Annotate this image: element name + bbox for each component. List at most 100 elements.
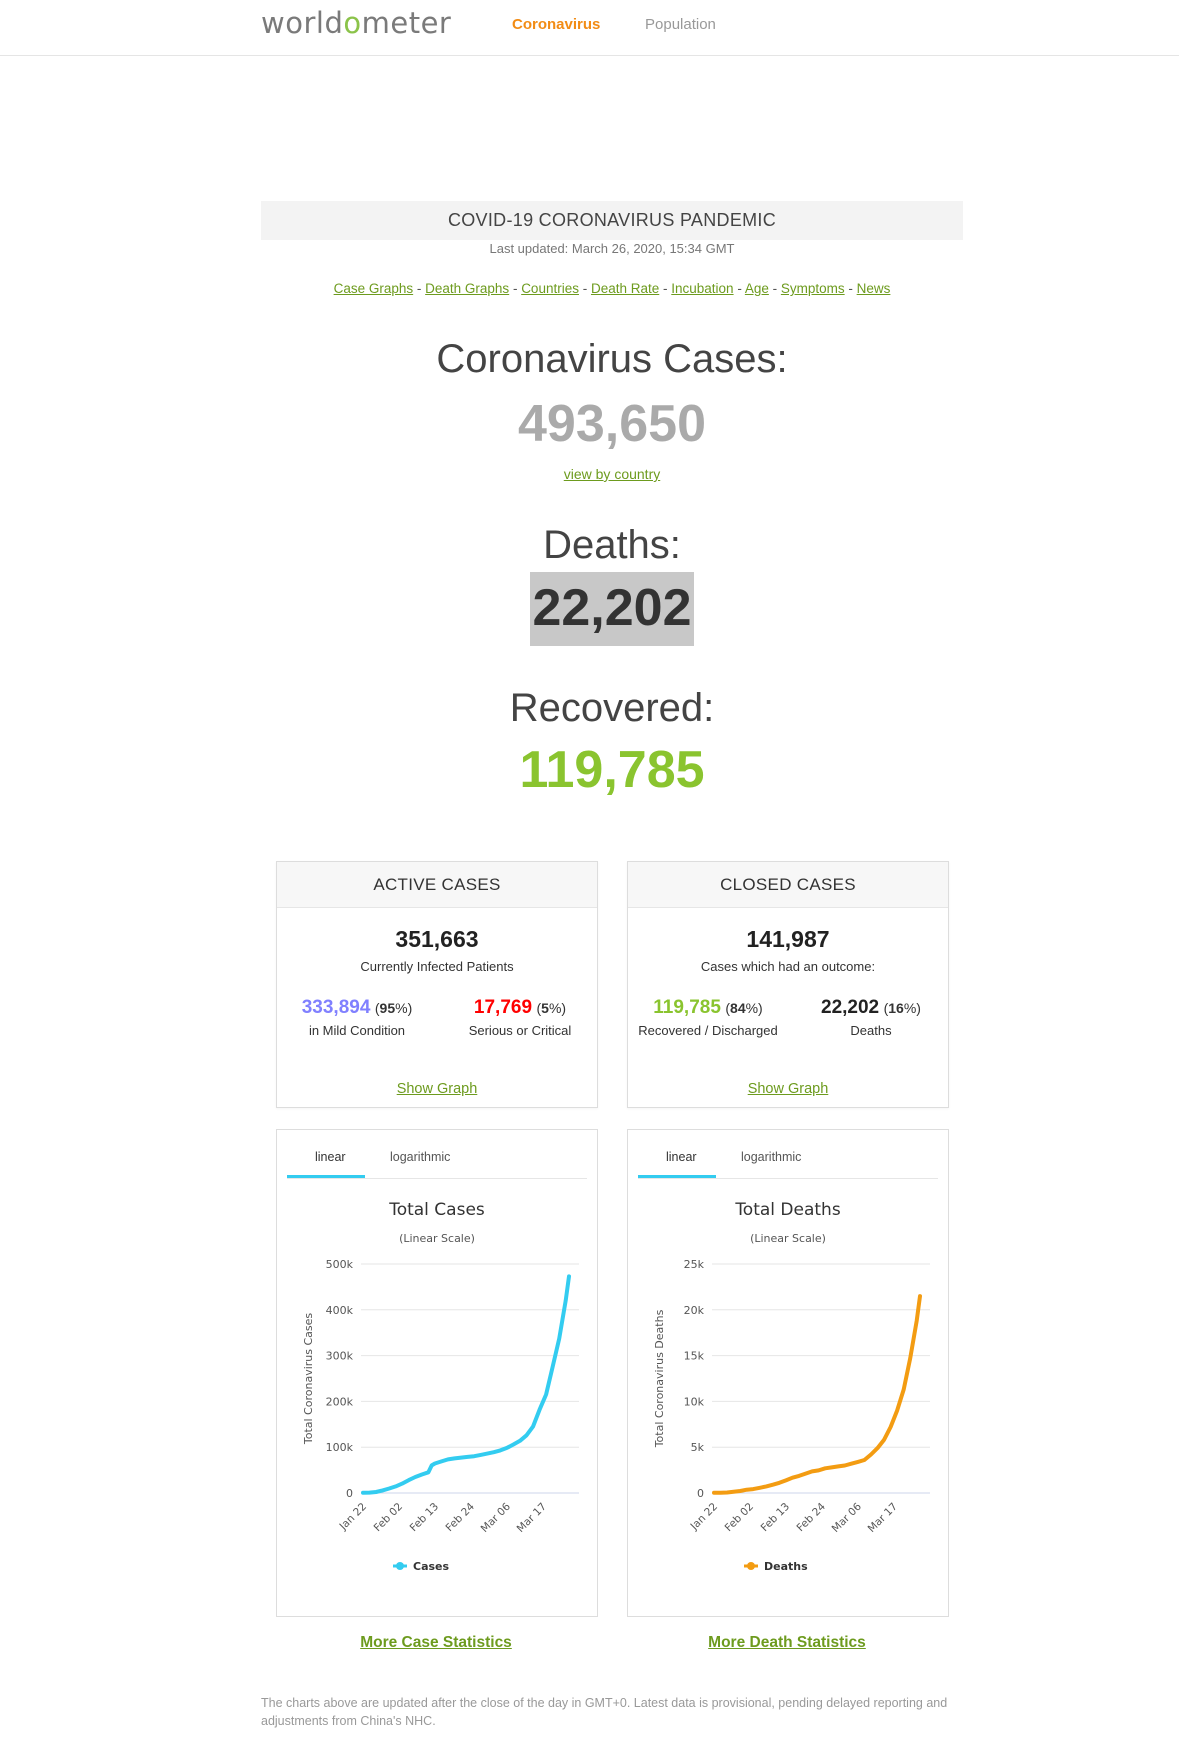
link-news[interactable]: News [856, 281, 891, 296]
x-tick-label: Jan 22 [337, 1501, 369, 1533]
closed-cases-label: Cases which had an outcome: [700, 959, 876, 974]
tab-linear[interactable]: linear [666, 1150, 697, 1164]
nav-coronavirus[interactable]: Coronavirus [512, 16, 601, 33]
recovered-stat: 119,785 (84%) Recovered / Discharged [633, 997, 783, 1038]
x-tick-label: Feb 24 [795, 1500, 829, 1534]
chart-title: Total Cases [389, 1200, 485, 1220]
y-tick-label: 300k [326, 1350, 354, 1363]
x-tick-label: Feb 02 [723, 1501, 756, 1534]
y-tick-label: 5k [691, 1441, 705, 1454]
link-death-rate[interactable]: Death Rate [590, 281, 660, 296]
recovered-count: 119,785 [519, 741, 705, 799]
y-tick-label: 0 [697, 1487, 704, 1500]
active-cases-header: ACTIVE CASES [277, 862, 597, 908]
link-death-graphs[interactable]: Death Graphs [425, 281, 510, 296]
legend-label: Deaths [764, 1560, 808, 1573]
link-incubation[interactable]: Incubation [671, 281, 734, 296]
critical-label: Serious or Critical [468, 1023, 572, 1038]
y-tick-label: 25k [684, 1258, 705, 1271]
deaths-pct: 16 [888, 1000, 904, 1016]
link-age[interactable]: Age [744, 281, 769, 296]
closed-show-graph-link[interactable]: Show Graph [747, 1081, 829, 1097]
mild-label: in Mild Condition [308, 1023, 406, 1038]
deaths-label: Deaths [850, 1023, 892, 1038]
mild-condition-stat: 333,894 (95%) in Mild Condition [282, 997, 432, 1038]
more-death-statistics-link[interactable]: More Death Statistics [708, 1634, 866, 1651]
y-tick-label: 0 [346, 1487, 353, 1500]
deaths-count-wrapper: 22,202 [0, 572, 1179, 646]
chart-subtitle: (Linear Scale) [399, 1232, 475, 1245]
active-show-graph-link[interactable]: Show Graph [396, 1081, 478, 1097]
active-cases-total: 351,663 [395, 926, 479, 952]
total-cases-chart: 0 100k 200k 300k 400k 500k Jan 22 Feb 02 Feb 13 F… [302, 1258, 579, 1573]
y-tick-label: 15k [684, 1350, 705, 1363]
chart-subtitle: (Linear Scale) [750, 1232, 826, 1245]
link-countries[interactable]: Countries [521, 281, 579, 296]
x-tick-label: Feb 13 [408, 1501, 441, 1534]
closed-cases-panel: CLOSED CASES 141,987 Cases which had an … [627, 861, 949, 1108]
active-cases-label: Currently Infected Patients [360, 959, 514, 974]
y-tick-label: 10k [684, 1395, 705, 1408]
x-tick-label: Mar 17 [866, 1501, 900, 1535]
top-navbar: worldometer Coronavirus Population [0, 0, 1179, 56]
cases-heading: Coronavirus Cases: [436, 337, 788, 381]
legend-marker [396, 1562, 404, 1570]
y-tick-label: 100k [326, 1441, 354, 1454]
tab-logarithmic[interactable]: logarithmic [741, 1150, 802, 1164]
recovered-pct: 84 [730, 1000, 746, 1016]
tab-underline [638, 1175, 716, 1178]
cases-chart-tabs: linear logarithmic [287, 1130, 587, 1179]
closed-cases-header: CLOSED CASES [628, 862, 948, 908]
series-line-deaths [712, 1294, 922, 1495]
series-line-cases [361, 1274, 571, 1495]
y-tick-label: 200k [326, 1395, 354, 1408]
x-tick-label: Mar 06 [479, 1500, 514, 1535]
x-tick-label: Feb 13 [759, 1501, 792, 1534]
tab-logarithmic[interactable]: logarithmic [390, 1150, 451, 1164]
y-tick-label: 20k [684, 1304, 705, 1317]
critical-pct: 5 [541, 1000, 549, 1016]
more-case-statistics-link[interactable]: More Case Statistics [360, 1634, 512, 1651]
x-tick-label: Feb 02 [372, 1501, 405, 1534]
deaths-value: 22,202 [821, 997, 880, 1018]
view-by-country-link[interactable]: view by country [563, 466, 661, 482]
tab-underline [287, 1175, 365, 1178]
y-axis-label: Total Coronavirus Deaths [653, 1309, 666, 1448]
y-tick-label: 500k [326, 1258, 354, 1271]
recovered-value: 119,785 [653, 997, 721, 1018]
link-case-graphs[interactable]: Case Graphs [333, 281, 414, 296]
deaths-heading: Deaths: [543, 523, 681, 567]
deaths-chart-tabs: linear logarithmic [638, 1130, 938, 1179]
recovered-label: Recovered / Discharged [638, 1023, 778, 1038]
y-tick-label: 400k [326, 1304, 354, 1317]
x-tick-label: Jan 22 [688, 1501, 720, 1533]
tab-linear[interactable]: linear [315, 1150, 346, 1164]
x-tick-label: Mar 06 [830, 1500, 865, 1535]
active-cases-panel: ACTIVE CASES 351,663 Currently Infected … [276, 861, 598, 1108]
last-updated: Last updated: March 26, 2020, 15:34 GMT [489, 241, 735, 256]
chart-title: Total Deaths [735, 1200, 841, 1220]
nav-population[interactable]: Population [645, 16, 716, 33]
link-symptoms[interactable]: Symptoms [780, 281, 845, 296]
closed-cases-total: 141,987 [746, 926, 830, 952]
x-tick-label: Mar 17 [515, 1501, 549, 1535]
worldometer-logo[interactable]: worldometer [261, 6, 452, 40]
y-axis-label: Total Coronavirus Cases [302, 1313, 315, 1446]
page-title: COVID-19 CORONAVIRUS PANDEMIC [261, 201, 963, 240]
critical-value: 17,769 [473, 997, 533, 1018]
quick-links: Case Graphs - Death Graphs - Countries -… [333, 281, 891, 296]
x-tick-label: Feb 24 [444, 1500, 478, 1534]
cases-count: 493,650 [518, 395, 706, 453]
mild-value: 333,894 [301, 997, 371, 1018]
legend-label: Cases [413, 1560, 450, 1573]
critical-stat: 17,769 (5%) Serious or Critical [445, 997, 595, 1038]
recovered-heading: Recovered: [509, 686, 715, 730]
deaths-count: 22,202 [530, 572, 694, 646]
total-deaths-chart-panel: linear logarithmic Total Deaths (Linear … [627, 1129, 949, 1617]
legend-marker [747, 1562, 755, 1570]
footer-note: The charts above are updated after the c… [261, 1696, 948, 1728]
total-cases-chart-panel: linear logarithmic Total Cases (Linear S… [276, 1129, 598, 1617]
mild-pct: 95 [379, 1000, 396, 1016]
deaths-stat: 22,202 (16%) Deaths [796, 997, 946, 1038]
